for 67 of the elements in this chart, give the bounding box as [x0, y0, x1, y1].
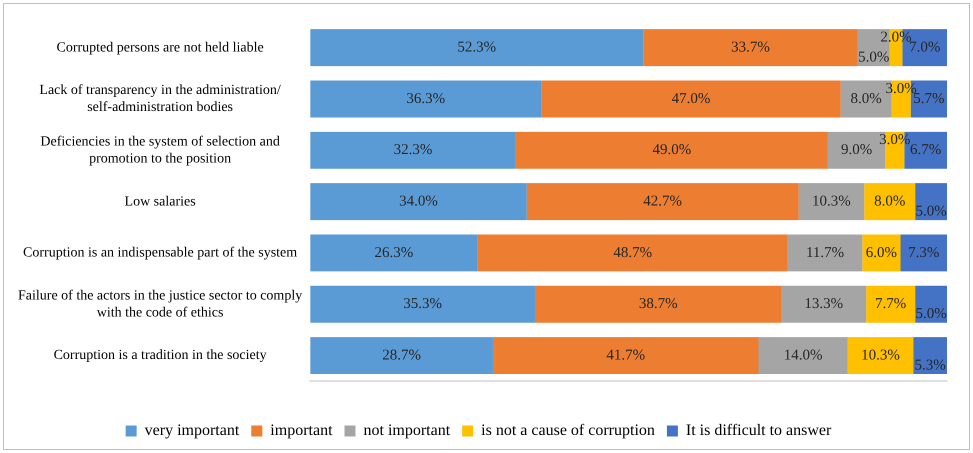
- data-label: 5.0%: [858, 50, 890, 66]
- legend-label: not important: [364, 422, 451, 440]
- bar: [900, 234, 947, 272]
- data-label: 7.0%: [909, 40, 940, 56]
- bar: [798, 183, 864, 220]
- bar: [516, 132, 828, 169]
- data-label: 7.3%: [908, 244, 940, 261]
- y-tick-label: Corruption is a tradition in the society: [54, 348, 267, 364]
- bar: [310, 234, 478, 272]
- data-label: 6.7%: [910, 142, 942, 158]
- data-label: 26.3%: [374, 244, 414, 261]
- y-tick-label: Deficiencies in the system of selection and promotion to the position: [40, 134, 280, 166]
- data-label: 8.0%: [874, 194, 906, 210]
- y-tick-label: Failure of the actors in the justice sector to comply with the code of ethics: [18, 288, 302, 320]
- data-label: 49.0%: [652, 142, 692, 158]
- data-label: 35.3%: [403, 296, 442, 312]
- data-label: 32.3%: [394, 142, 432, 158]
- bar: [541, 80, 841, 118]
- data-label: 28.7%: [382, 347, 421, 364]
- data-label: 10.3%: [861, 347, 900, 364]
- bar: [310, 337, 493, 374]
- y-tick-label: Corrupted persons are not held liable: [56, 40, 264, 56]
- bar: [643, 29, 858, 66]
- y-tick-label: Lack of transparency in the administration/ self-administration bodies: [39, 83, 281, 116]
- data-label: 8.0%: [850, 90, 882, 107]
- data-label: 9.0%: [840, 142, 872, 158]
- data-label: 48.7%: [613, 244, 652, 261]
- data-label: 10.3%: [812, 194, 851, 210]
- legend-label: is not a cause of corruption: [481, 422, 655, 440]
- bar: [534, 286, 782, 323]
- data-label: 7.7%: [875, 296, 906, 312]
- bar: [478, 234, 788, 272]
- bar: [492, 337, 759, 374]
- data-label: 5.0%: [915, 204, 947, 220]
- y-tick-label: Low salaries: [124, 194, 196, 210]
- data-label: 5.0%: [915, 306, 947, 322]
- bar: [848, 337, 914, 374]
- data-label: 11.7%: [806, 244, 844, 261]
- data-label: 6.0%: [866, 244, 898, 261]
- legend-label: very important: [144, 422, 240, 440]
- data-label: 47.0%: [672, 90, 710, 107]
- bar: [758, 337, 848, 374]
- bar: [788, 234, 862, 272]
- bar: [781, 286, 866, 323]
- legend-label: It is difficult to answer: [686, 422, 832, 440]
- bar: [862, 234, 901, 272]
- legend-label: important: [270, 422, 334, 440]
- data-label: 38.7%: [638, 296, 678, 312]
- data-label: 36.3%: [406, 90, 446, 107]
- data-label: 41.7%: [606, 347, 646, 364]
- bar: [866, 286, 916, 323]
- bar: [310, 29, 644, 66]
- data-label: 52.3%: [457, 40, 496, 56]
- data-label: 13.3%: [804, 296, 844, 312]
- bar: [310, 286, 535, 323]
- data-label: 34.0%: [399, 194, 438, 210]
- data-label: 5.3%: [914, 357, 946, 374]
- bar: [310, 80, 542, 118]
- bar: [310, 183, 527, 220]
- bar: [310, 132, 516, 169]
- bar: [864, 183, 916, 220]
- bar: [913, 337, 947, 374]
- bar: [526, 183, 799, 220]
- data-label: 14.0%: [784, 347, 822, 364]
- data-label: 42.7%: [643, 194, 682, 210]
- data-label: 33.7%: [731, 40, 770, 56]
- y-tick-label: Corruption is an indispensable part of the system: [23, 246, 298, 261]
